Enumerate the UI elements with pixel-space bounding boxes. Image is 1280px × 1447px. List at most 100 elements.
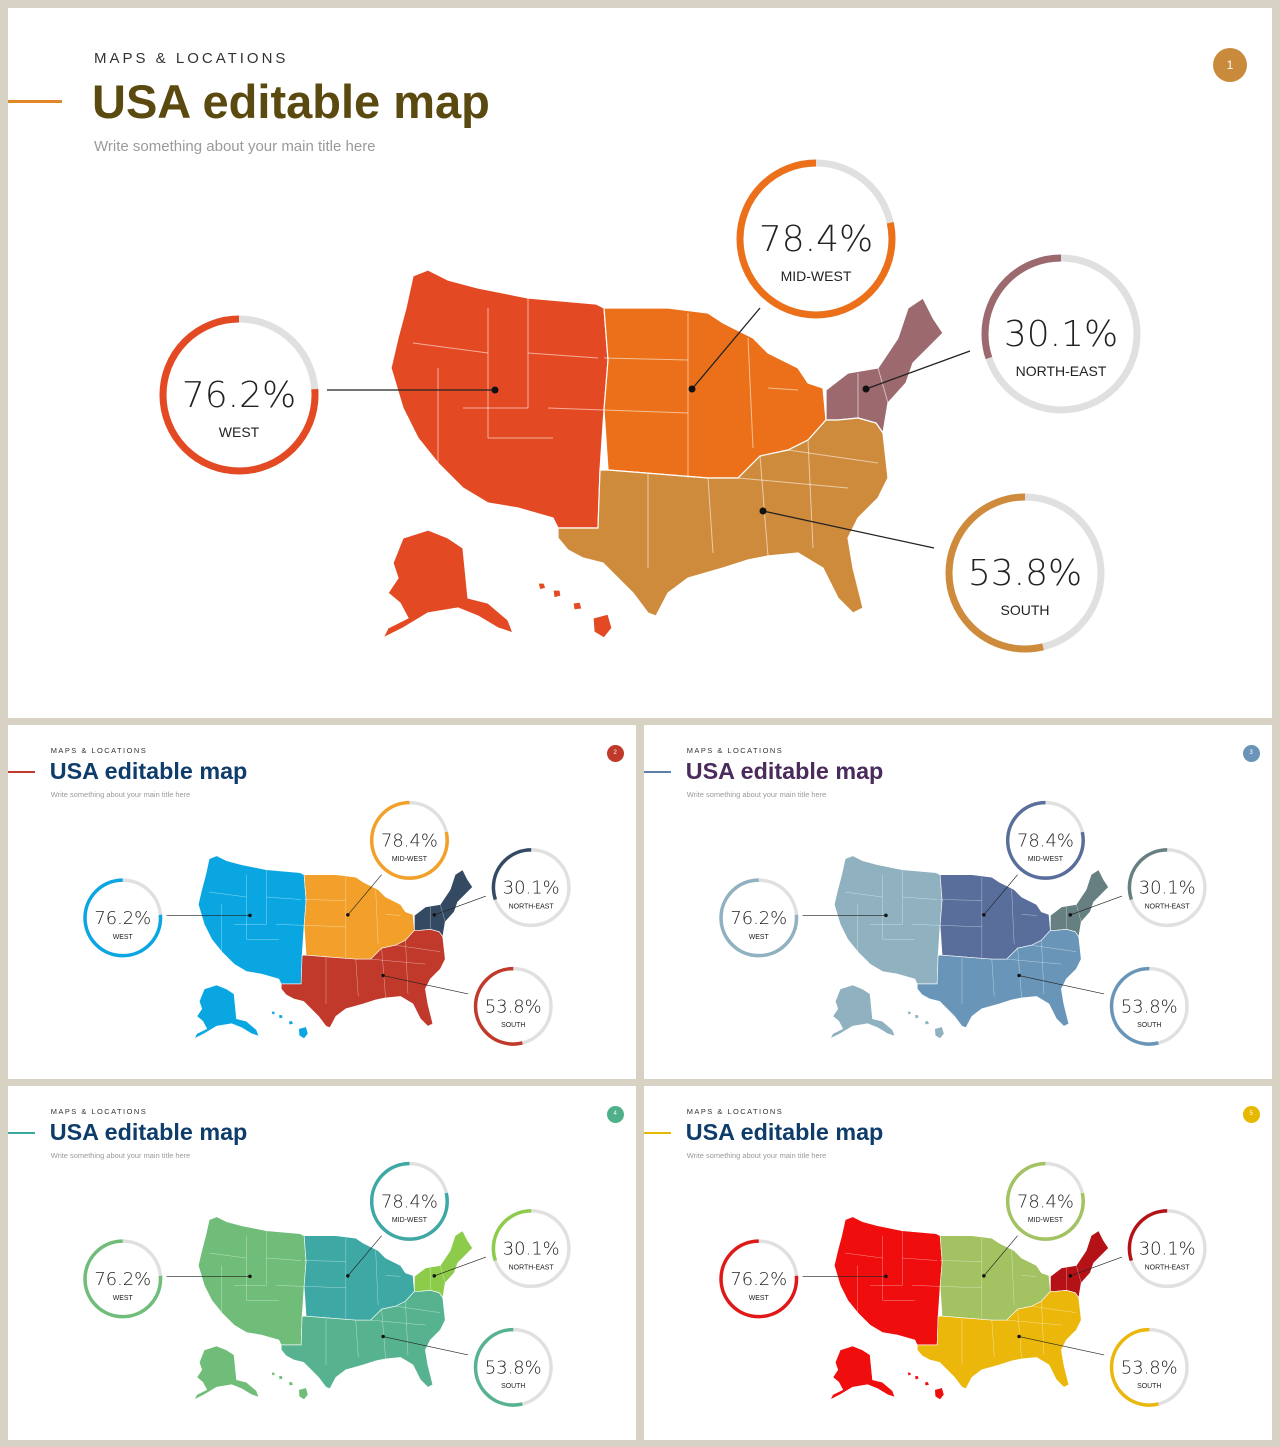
state-border xyxy=(1017,1309,1022,1359)
region-alaska[interactable] xyxy=(381,529,515,640)
region-hawaii[interactable] xyxy=(906,1372,945,1401)
connector-line-northeast xyxy=(1070,1256,1123,1277)
state-border xyxy=(375,889,379,945)
region-northeast[interactable] xyxy=(414,869,473,938)
region-label-northeast: NORTH-EAST xyxy=(1145,903,1191,910)
ring-progress-midwest xyxy=(369,1161,449,1241)
connector-dot-west xyxy=(248,913,252,918)
region-south[interactable] xyxy=(280,1290,446,1390)
connector-line-south xyxy=(762,510,935,549)
connector-dot-west xyxy=(248,1274,252,1279)
slide-number-badge: 4 xyxy=(606,1105,624,1123)
region-alaska[interactable] xyxy=(193,984,260,1040)
state-border xyxy=(527,352,599,359)
region-south[interactable] xyxy=(557,417,889,617)
region-south[interactable] xyxy=(916,929,1082,1029)
section-caption: MAPS & LOCATIONS xyxy=(94,50,289,67)
region-alaska[interactable] xyxy=(829,984,896,1040)
state-border xyxy=(381,948,386,998)
region-west[interactable] xyxy=(197,1216,307,1346)
usa-map: 76.2% WEST 78.4% MID-WEST 30.1% NORTH-EAST 53.… xyxy=(719,1161,1207,1407)
region-percent-south: 53.8% xyxy=(485,1357,542,1378)
state-border xyxy=(1006,958,1062,965)
usa-map: 76.2% WEST 78.4% MID-WEST 30.1% NORTH-EAST 53.… xyxy=(719,800,1207,1046)
region-percent-south: 53.8% xyxy=(968,553,1082,594)
region-hawaii[interactable] xyxy=(906,1011,945,1040)
slide-number-badge: 2 xyxy=(606,744,624,762)
region-hawaii[interactable] xyxy=(270,1011,309,1040)
state-border xyxy=(276,1285,305,1287)
region-percent-northeast: 30.1% xyxy=(1139,1239,1196,1260)
state-border xyxy=(912,924,941,926)
region-south[interactable] xyxy=(916,1290,1082,1390)
region-west[interactable] xyxy=(833,1216,943,1346)
region-percent-midwest: 78.4% xyxy=(1017,1191,1074,1212)
region-label-west: WEST xyxy=(219,424,260,440)
region-percent-west: 76.2% xyxy=(730,908,787,929)
region-label-south: SOUTH xyxy=(1137,1383,1161,1390)
state-border xyxy=(304,1260,346,1262)
region-west[interactable] xyxy=(390,269,609,529)
region-percent-midwest: 78.4% xyxy=(1017,830,1074,851)
connector-line-northeast xyxy=(865,350,971,390)
state-border xyxy=(807,439,814,549)
connector-dot-west xyxy=(884,1274,888,1279)
state-border xyxy=(440,1265,446,1283)
ring-progress-west xyxy=(83,878,163,958)
state-border xyxy=(877,367,889,404)
state-border xyxy=(1017,948,1022,998)
state-border xyxy=(385,1275,401,1277)
ring-progress-midwest xyxy=(1005,1161,1085,1241)
connector-dot-south xyxy=(759,507,767,515)
region-west[interactable] xyxy=(197,855,307,985)
state-border xyxy=(940,1286,982,1289)
region-northeast[interactable] xyxy=(1050,1230,1109,1299)
ring-progress-south xyxy=(473,1327,553,1407)
region-hawaii[interactable] xyxy=(270,1372,309,1401)
section-caption: MAPS & LOCATIONS xyxy=(686,1106,784,1116)
state-border xyxy=(1011,889,1015,945)
section-caption: MAPS & LOCATIONS xyxy=(50,1106,148,1116)
state-border xyxy=(902,896,938,900)
title-accent-line xyxy=(8,1131,35,1134)
region-percent-midwest: 78.4% xyxy=(759,219,873,260)
region-label-northeast: NORTH-EAST xyxy=(1145,1264,1191,1271)
region-hawaii[interactable] xyxy=(537,582,613,639)
state-border xyxy=(370,958,426,965)
region-percent-west: 76.2% xyxy=(94,908,151,929)
state-border xyxy=(381,1309,386,1359)
state-border xyxy=(991,959,995,997)
state-border xyxy=(767,387,799,391)
region-alaska[interactable] xyxy=(829,1345,896,1401)
connector-dot-northeast xyxy=(1068,1274,1073,1278)
region-label-northeast: NORTH-EAST xyxy=(509,903,555,910)
state-border xyxy=(940,1260,982,1262)
slide-title: USA editable map xyxy=(49,757,248,784)
region-northeast[interactable] xyxy=(414,1230,473,1299)
ring-progress-northeast xyxy=(981,254,1141,414)
region-label-midwest: MID-WEST xyxy=(1028,856,1064,863)
region-south[interactable] xyxy=(280,929,446,1029)
connector-dot-midwest xyxy=(982,913,986,917)
connector-dot-northeast xyxy=(1068,913,1073,917)
region-label-west: WEST xyxy=(749,1295,770,1302)
slide-description: Write something about your main title he… xyxy=(50,789,191,799)
region-northeast[interactable] xyxy=(1050,869,1109,938)
state-border xyxy=(991,1320,995,1358)
region-alaska[interactable] xyxy=(193,1345,260,1401)
region-label-midwest: MID-WEST xyxy=(1028,1217,1064,1224)
region-percent-west: 76.2% xyxy=(182,375,296,416)
ring-progress-midwest xyxy=(1005,800,1085,880)
region-west[interactable] xyxy=(833,855,943,985)
connector-line-midwest xyxy=(347,874,382,916)
region-northeast[interactable] xyxy=(825,297,944,435)
state-border xyxy=(304,899,346,901)
state-border xyxy=(266,1257,302,1261)
state-border xyxy=(209,891,247,898)
state-border xyxy=(304,925,346,928)
state-border xyxy=(707,477,714,554)
region-percent-northeast: 30.1% xyxy=(1004,314,1118,355)
state-border xyxy=(603,357,689,361)
state-border xyxy=(1011,1250,1015,1306)
ring-progress-midwest xyxy=(369,800,449,880)
